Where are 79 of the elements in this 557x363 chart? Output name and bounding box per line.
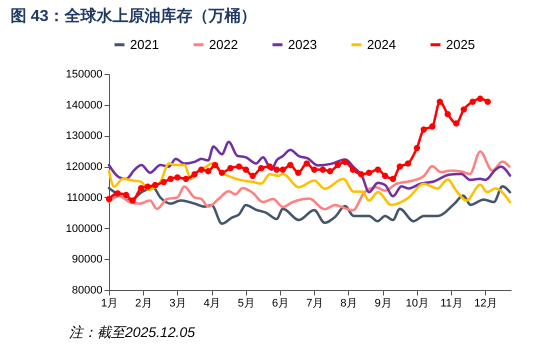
- point: [429, 123, 436, 130]
- x-tick-label: 11月: [440, 298, 463, 310]
- point: [167, 176, 174, 182]
- point: [218, 170, 226, 176]
- point: [227, 164, 234, 172]
- legend-label: 2021: [130, 36, 159, 52]
- point: [436, 98, 443, 105]
- x-tick-label: 6月: [272, 298, 290, 310]
- point: [453, 120, 460, 127]
- point: [295, 170, 302, 176]
- point: [444, 110, 451, 118]
- point: [311, 166, 318, 173]
- point: [484, 98, 491, 105]
- point: [460, 106, 467, 113]
- point: [470, 98, 476, 105]
- point: [198, 166, 205, 173]
- y-tick-label: 150000: [66, 68, 102, 80]
- point: [382, 172, 388, 179]
- point: [414, 144, 420, 152]
- line-series: [108, 140, 512, 198]
- point: [114, 190, 121, 197]
- point: [374, 166, 382, 173]
- x-tick-label: 2月: [135, 298, 152, 310]
- point: [212, 162, 218, 168]
- point: [144, 183, 151, 190]
- point: [174, 174, 181, 181]
- line-series: [108, 162, 512, 206]
- point: [182, 176, 190, 182]
- point: [258, 164, 264, 172]
- point: [404, 160, 412, 167]
- chart-title: 图 43：全球水上原油库存（万桶）: [10, 7, 257, 25]
- point: [342, 158, 348, 166]
- point: [205, 168, 212, 174]
- x-tick-label: 8月: [340, 298, 358, 310]
- legend-label: 2025: [446, 36, 475, 52]
- point: [242, 166, 250, 173]
- point: [366, 170, 372, 176]
- point: [420, 126, 427, 133]
- x-tick-label: 3月: [169, 298, 186, 310]
- point: [326, 168, 334, 174]
- point: [396, 163, 403, 170]
- y-tick-label: 110000: [66, 192, 102, 204]
- legend-label: 2024: [367, 36, 396, 52]
- x-tick-label: 9月: [374, 298, 392, 310]
- point: [477, 96, 484, 102]
- point: [160, 178, 167, 186]
- point: [106, 196, 112, 202]
- point: [390, 176, 396, 182]
- point: [358, 171, 364, 178]
- y-tick-label: 90000: [72, 254, 102, 266]
- x-tick-label: 4月: [204, 298, 221, 310]
- point: [320, 166, 326, 173]
- y-tick-label: 120000: [66, 161, 102, 174]
- point: [152, 182, 158, 188]
- point: [334, 162, 342, 168]
- legend-label: 2023: [288, 36, 317, 52]
- point: [250, 172, 256, 179]
- point: [304, 160, 310, 167]
- y-tick-label: 130000: [66, 130, 102, 142]
- point: [191, 171, 198, 178]
- point: [236, 163, 242, 170]
- point: [287, 162, 294, 168]
- x-tick-label: 7月: [306, 298, 324, 310]
- point: [266, 163, 273, 170]
- x-tick-label: 12月: [474, 298, 498, 310]
- point: [350, 166, 356, 173]
- legend-label: 2022: [209, 36, 238, 52]
- point: [129, 197, 136, 204]
- x-tick-label: 5月: [238, 298, 255, 310]
- x-tick-label: 10月: [406, 298, 430, 310]
- text: 注：截至2025.12.05: [69, 324, 196, 340]
- point: [122, 192, 130, 198]
- point: [280, 166, 286, 173]
- x-tick-label: 1月: [100, 298, 118, 310]
- y-tick-label: 100000: [66, 222, 102, 235]
- y-tick-label: 140000: [66, 99, 102, 112]
- y-tick-label: 80000: [72, 284, 102, 296]
- point: [273, 166, 280, 173]
- point: [138, 185, 144, 192]
